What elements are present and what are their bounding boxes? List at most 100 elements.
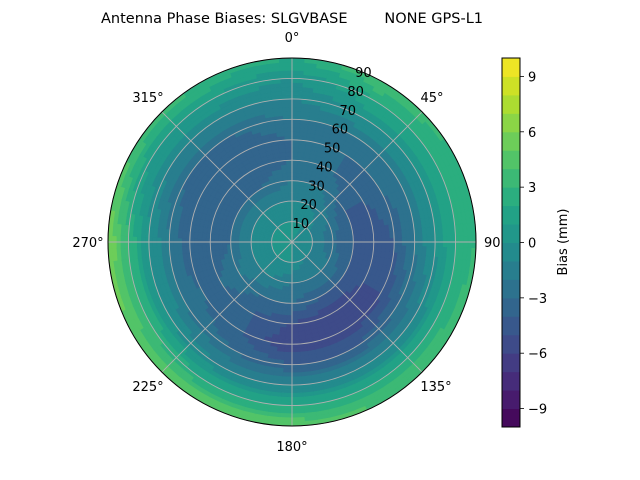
contour-cell [360,244,366,251]
contour-cell [291,106,302,112]
colorbar-band [502,94,520,114]
contour-cell [291,86,304,92]
contour-cell [291,351,301,357]
contour-cell [286,311,293,316]
contour-cell [291,347,301,353]
contour-cell [287,176,293,182]
colorbar-band [502,168,520,188]
contour-cell [288,192,293,198]
contour-cell [279,413,293,419]
contour-cell [291,147,299,153]
contour-cell [280,82,293,88]
contour-cell [291,298,297,304]
contour-cell [291,331,299,337]
contour-cell [201,244,207,252]
contour-cell [284,143,293,149]
colorbar-band [502,76,520,96]
contour-cell [280,392,293,398]
contour-cell [281,102,293,108]
contour-cell [377,244,383,252]
contour-cell [291,335,300,341]
contour-cell [291,339,300,345]
contour-cell [294,286,300,292]
contour-cell [356,243,362,250]
contour-cell [291,143,300,149]
contour-cell [291,396,304,402]
chart-title: Antenna Phase Biases: SLGVBASE NONE GPS-… [101,11,483,27]
colorbar-band [502,224,520,243]
contour-cell [283,355,293,361]
colorbar-band [502,371,520,391]
contour-cell [234,243,240,249]
contour-cell [285,159,293,165]
contour-cell [286,172,293,178]
colorbar-band [502,408,520,428]
contour-cell [281,376,293,382]
colorbar-band [502,242,520,262]
colorbar-band [502,297,520,317]
radial-label: 20 [300,198,317,213]
contour-cell [291,392,304,398]
contour-cell [279,417,293,423]
radial-label: 70 [339,104,356,119]
colorbar-tick-label: 6 [528,126,536,141]
colorbar-tick-label: −6 [528,347,547,362]
contour-cell [280,396,293,402]
contour-cell [291,327,299,333]
colorbar-band [502,279,520,299]
colorbar-ticks: −9 −6 −3 0 3 6 9 [520,70,547,418]
contour-cell [283,184,289,190]
colorbar-band [502,390,520,410]
polar-grid [107,57,477,427]
theta-label-315: 315° [132,91,163,106]
contour-cell [364,233,370,240]
contour-cell [291,139,300,145]
contour-cell [291,159,299,165]
contour-cell [288,196,293,202]
contour-cell [291,151,299,157]
radial-label: 10 [293,217,310,232]
theta-label-135: 135° [420,380,451,395]
contour-cell [282,372,293,378]
contour-cell [295,294,301,300]
contour-cell [284,188,289,194]
colorbar-band [502,58,520,77]
contour-cell [340,236,346,241]
contour-cell [279,69,293,76]
contour-cell [291,388,303,394]
contour-cell [291,131,301,137]
contour-cell [214,233,220,240]
contour-cell [218,233,224,240]
colorbar-band [502,205,520,225]
contour-cell [291,376,303,382]
contour-cell [291,413,305,419]
contour-cell [279,408,293,415]
contour-cell [291,311,298,316]
contour-cell [287,290,293,296]
contour-cell [238,243,244,248]
contour-cell [286,315,293,320]
colorbar-tick-label: −3 [528,292,547,307]
contour-cell [246,243,252,248]
contour-cell [291,302,297,308]
contour-cell [291,290,297,296]
contour-cell [295,290,300,296]
contour-cell [364,244,370,251]
contour-cell [287,188,293,194]
contour-cell [285,319,293,325]
colorbar [502,58,520,428]
contour-cell [332,236,338,241]
contour-cell [282,368,293,374]
contour-cell [291,355,301,361]
contour-cell [291,65,305,71]
contour-cell [242,243,248,248]
contour-cell [287,180,293,186]
contour-cell [344,235,350,241]
contour-cell [282,106,293,112]
radial-label: 60 [332,123,349,138]
contour-cell [285,327,293,333]
contour-cell [282,110,293,116]
contour-cell [284,192,290,198]
contour-cell [328,237,334,242]
